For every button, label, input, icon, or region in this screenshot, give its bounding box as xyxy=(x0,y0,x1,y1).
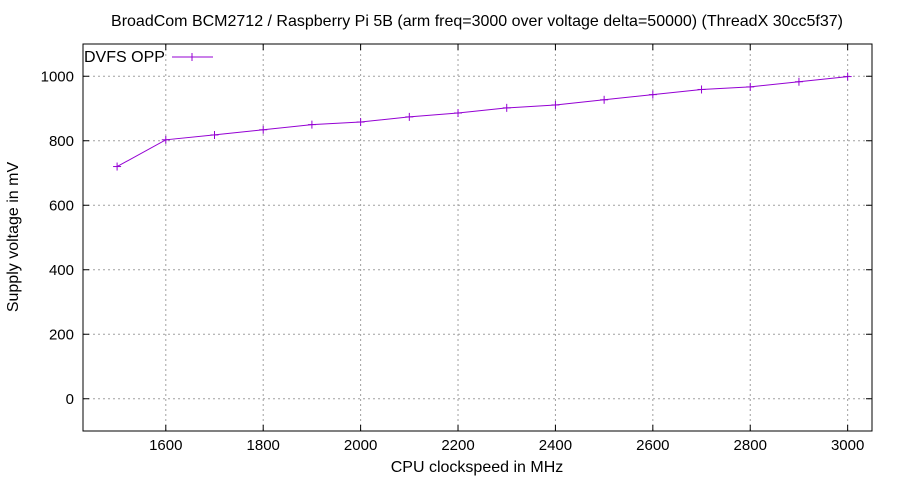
data-point xyxy=(259,125,268,134)
data-point xyxy=(405,112,414,121)
plot-frame xyxy=(82,43,873,432)
data-point xyxy=(600,95,609,104)
x-tick-label: 2200 xyxy=(441,437,474,454)
legend-marker xyxy=(188,53,196,61)
x-tick-label: 3000 xyxy=(831,437,864,454)
y-tick-label: 400 xyxy=(49,262,74,279)
data-point xyxy=(551,100,560,109)
data-point xyxy=(356,118,365,127)
legend: DVFS OPP xyxy=(84,49,213,66)
series-layer xyxy=(113,72,852,171)
x-tick-label: 2600 xyxy=(636,437,669,454)
legend-label: DVFS OPP xyxy=(84,49,165,66)
data-point xyxy=(210,130,219,139)
y-tick-label: 0 xyxy=(66,391,74,408)
data-point xyxy=(697,85,706,94)
data-point xyxy=(161,135,170,144)
ticks: 0 200 400 600 800 1000 1600 1800 2000 2200 2400 260… xyxy=(41,44,872,454)
y-axis-title: Supply voltage in mV xyxy=(5,162,22,313)
y-tick-label: 200 xyxy=(49,326,74,343)
data-point xyxy=(648,90,657,99)
data-point xyxy=(794,77,803,86)
y-tick-label: 1000 xyxy=(41,68,74,85)
series-line xyxy=(116,76,848,168)
x-tick-label: 1800 xyxy=(247,437,280,454)
data-point xyxy=(843,72,852,81)
data-point xyxy=(454,109,463,118)
x-tick-label: 1600 xyxy=(149,437,182,454)
x-tick-label: 2000 xyxy=(344,437,377,454)
x-tick-label: 2800 xyxy=(734,437,767,454)
data-point xyxy=(113,162,122,171)
y-tick-label: 800 xyxy=(49,133,74,150)
chart-title: BroadCom BCM2712 / Raspberry Pi 5B (arm … xyxy=(111,13,843,30)
data-point xyxy=(307,120,316,129)
x-axis-title: CPU clockspeed in MHz xyxy=(391,459,564,476)
grid xyxy=(83,44,872,431)
x-tick-label: 2400 xyxy=(539,437,572,454)
data-point xyxy=(746,82,755,91)
y-tick-label: 600 xyxy=(49,197,74,214)
data-point xyxy=(502,103,511,112)
